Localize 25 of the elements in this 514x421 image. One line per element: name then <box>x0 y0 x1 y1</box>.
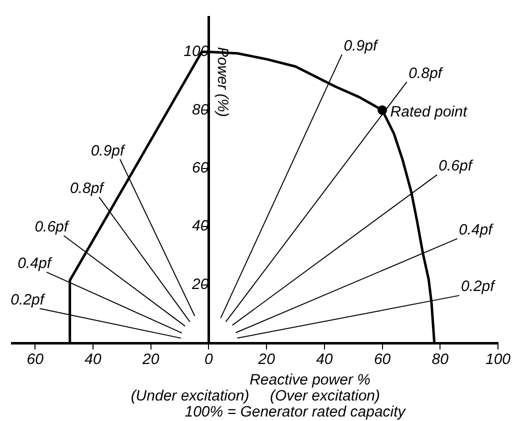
series-label: 0.9pf <box>344 38 379 55</box>
x-tick-label: 40 <box>316 351 334 368</box>
x-tick-label: 100 <box>485 351 512 368</box>
text: 100% = Generator rated capacity <box>184 404 407 421</box>
series-label: 0.2pf <box>10 291 46 308</box>
x-tick-label: 20 <box>257 351 276 368</box>
x-tick-label: 60 <box>374 351 392 368</box>
series-label: 0.4pf <box>18 254 53 272</box>
x-tick-label: 60 <box>26 351 44 368</box>
series-label: 0.9pf <box>90 142 126 160</box>
x-tick-label: 80 <box>432 351 450 368</box>
series-label: 0.2pf <box>460 278 496 296</box>
annotation: Rated point <box>390 103 468 120</box>
x-tick-label: 40 <box>84 351 102 368</box>
series-label: 0.6pf <box>34 218 70 236</box>
x-tick-label: 20 <box>142 351 160 368</box>
series-label: 0.8pf <box>408 64 444 82</box>
series-label: 0.6pf <box>438 158 474 175</box>
text: (Over excitation) <box>270 388 380 405</box>
text: (Under excitation) <box>130 388 250 405</box>
series-label: 0.4pf <box>458 221 494 238</box>
y-axis-title: Power (%) <box>214 47 232 118</box>
x-tick-label: 0 <box>204 351 214 368</box>
x-axis-title: Reactive power % <box>250 372 370 389</box>
series-label: 0.8pf <box>70 180 106 198</box>
